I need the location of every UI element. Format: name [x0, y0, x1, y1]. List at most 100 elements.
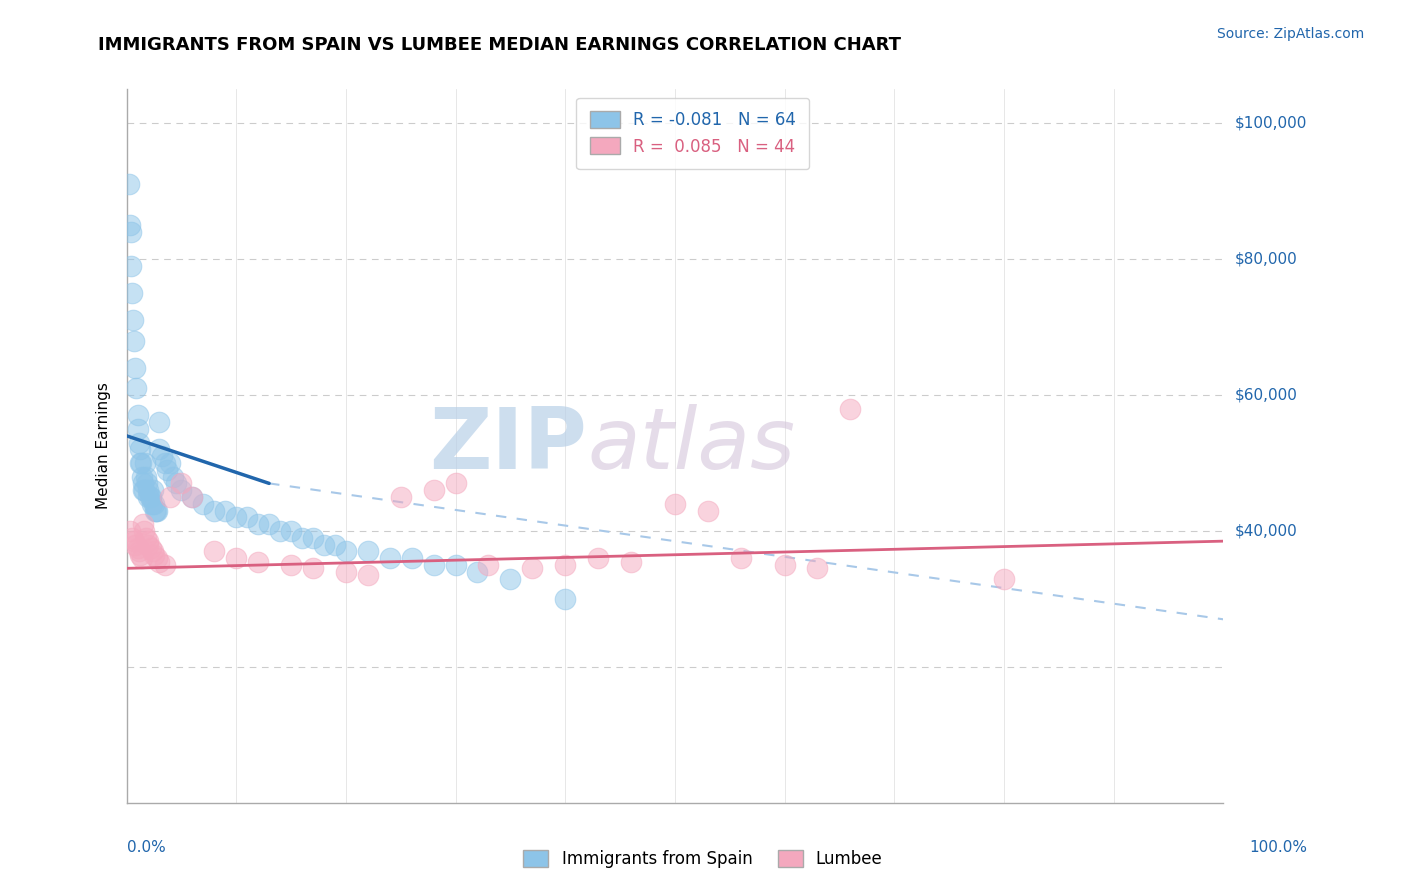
- Point: [499, 572, 522, 586]
- Point: [132, 517, 155, 532]
- Point: [146, 503, 169, 517]
- Point: [522, 561, 544, 575]
- Point: [444, 558, 467, 572]
- Point: [129, 456, 152, 470]
- Point: [143, 497, 166, 511]
- Point: [170, 483, 193, 498]
- Point: [586, 551, 609, 566]
- Y-axis label: Median Earnings: Median Earnings: [96, 383, 111, 509]
- Point: [120, 259, 142, 273]
- Point: [696, 503, 718, 517]
- Point: [269, 524, 291, 538]
- Point: [730, 551, 752, 566]
- Point: [135, 469, 157, 483]
- Point: [118, 178, 141, 192]
- Text: Source: ZipAtlas.com: Source: ZipAtlas.com: [1216, 27, 1364, 41]
- Point: [141, 497, 163, 511]
- Point: [202, 503, 225, 517]
- Text: 0.0%: 0.0%: [127, 840, 166, 855]
- Point: [247, 555, 270, 569]
- Point: [127, 409, 149, 423]
- Text: $60,000: $60,000: [1234, 387, 1298, 402]
- Point: [554, 558, 576, 572]
- Point: [125, 381, 148, 395]
- Point: [422, 483, 444, 498]
- Point: [335, 565, 357, 579]
- Point: [120, 225, 142, 239]
- Text: ZIP: ZIP: [429, 404, 588, 488]
- Point: [128, 442, 150, 457]
- Point: [357, 568, 380, 582]
- Point: [132, 483, 155, 498]
- Point: [124, 360, 146, 375]
- Point: [162, 469, 184, 483]
- Point: [143, 548, 166, 562]
- Point: [142, 544, 165, 558]
- Point: [132, 476, 155, 491]
- Point: [181, 490, 204, 504]
- Point: [138, 490, 160, 504]
- Point: [134, 456, 156, 470]
- Point: [142, 483, 165, 498]
- Point: [138, 537, 160, 551]
- Point: [118, 218, 141, 232]
- Point: [378, 551, 401, 566]
- Point: [122, 534, 145, 549]
- Point: [145, 503, 167, 517]
- Point: [467, 565, 489, 579]
- Point: [122, 334, 145, 348]
- Point: [153, 558, 176, 572]
- Point: [302, 531, 325, 545]
- Point: [138, 483, 160, 498]
- Point: [225, 510, 247, 524]
- Point: [118, 524, 141, 538]
- Text: 100.0%: 100.0%: [1250, 840, 1308, 855]
- Point: [132, 483, 155, 498]
- Point: [280, 558, 302, 572]
- Point: [156, 463, 179, 477]
- Point: [127, 422, 149, 436]
- Point: [335, 544, 357, 558]
- Point: [839, 401, 862, 416]
- Point: [664, 497, 686, 511]
- Point: [357, 544, 380, 558]
- Point: [477, 558, 499, 572]
- Point: [128, 435, 150, 450]
- Point: [128, 544, 150, 558]
- Point: [143, 503, 166, 517]
- Point: [225, 551, 247, 566]
- Point: [148, 442, 170, 457]
- Point: [620, 555, 643, 569]
- Point: [139, 541, 162, 555]
- Point: [993, 572, 1015, 586]
- Point: [214, 503, 236, 517]
- Point: [181, 490, 204, 504]
- Point: [139, 490, 162, 504]
- Point: [159, 490, 181, 504]
- Point: [202, 544, 225, 558]
- Point: [170, 476, 193, 491]
- Point: [121, 286, 143, 301]
- Point: [132, 524, 155, 538]
- Point: [554, 591, 576, 606]
- Legend: Immigrants from Spain, Lumbee: Immigrants from Spain, Lumbee: [517, 843, 889, 875]
- Point: [121, 531, 143, 545]
- Point: [401, 551, 423, 566]
- Point: [389, 490, 412, 504]
- Point: [131, 469, 153, 483]
- Point: [128, 548, 150, 562]
- Point: [291, 531, 314, 545]
- Point: [159, 456, 181, 470]
- Point: [444, 476, 467, 491]
- Point: [193, 497, 215, 511]
- Legend: R = -0.081   N = 64, R =  0.085   N = 44: R = -0.081 N = 64, R = 0.085 N = 44: [576, 97, 808, 169]
- Point: [302, 561, 325, 575]
- Point: [323, 537, 346, 551]
- Point: [146, 551, 169, 566]
- Text: $40,000: $40,000: [1234, 524, 1298, 539]
- Point: [153, 456, 176, 470]
- Text: $100,000: $100,000: [1234, 116, 1306, 131]
- Point: [148, 415, 170, 429]
- Point: [127, 541, 149, 555]
- Point: [806, 561, 828, 575]
